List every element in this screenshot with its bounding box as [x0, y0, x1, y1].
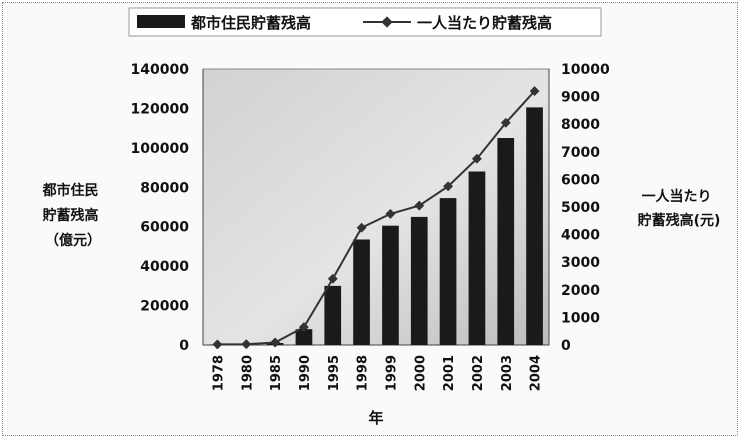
- bar-2003: [497, 138, 515, 345]
- x-tick-label: 1990: [298, 355, 313, 391]
- right-axis-label-line-1: 一人当たり: [642, 188, 712, 205]
- line-point-1985: [270, 337, 281, 348]
- right-axis-label: 一人当たり 貯蓄残高(元): [638, 188, 721, 229]
- bar-1998: [353, 239, 370, 345]
- right-tick-labels: 0 1000 2000 3000 4000 5000 6000 7000 8000 9000 100…: [561, 62, 610, 354]
- bar-series: [209, 107, 543, 346]
- left-axis-label-line-1: 都市住民: [42, 182, 99, 199]
- x-tick-label: 1995: [327, 355, 342, 391]
- left-tick-label: 120000: [131, 101, 190, 117]
- bar-1999: [382, 225, 399, 345]
- x-tick-label: 1980: [240, 355, 255, 391]
- line-series: [212, 86, 540, 350]
- right-tick-label: 3000: [561, 255, 600, 271]
- legend: 都市住民貯蓄残高 一人当たり貯蓄残高: [128, 7, 602, 37]
- per-capita-line: [217, 90, 536, 346]
- right-tick-label: 6000: [561, 172, 600, 188]
- x-tick-labels: 1978 1980 1985 1990 1995 1998 1999 2000 2001 2002…: [211, 355, 543, 391]
- left-tick-label: 40000: [140, 259, 189, 275]
- right-tick-label: 4000: [561, 228, 600, 244]
- line-point-1990: [298, 322, 309, 333]
- bar-2004: [526, 107, 543, 346]
- left-tick-labels: 0 20000 40000 60000 80000 100000 120000 140000: [131, 62, 190, 354]
- right-tick-label: 10000: [561, 62, 610, 78]
- x-tick-label: 1998: [356, 355, 371, 391]
- bar-1995: [324, 285, 342, 345]
- plot-area: [202, 68, 550, 346]
- line-point-1995: [327, 273, 338, 284]
- right-tick-label: 7000: [561, 145, 600, 161]
- x-tick-label: 1978: [211, 355, 226, 391]
- line-point-1999: [385, 208, 396, 219]
- line-point-2000: [414, 200, 425, 211]
- right-tick-label: 0: [561, 338, 571, 354]
- x-tick-label: 2001: [442, 355, 457, 391]
- right-tick-label: 5000: [561, 200, 600, 216]
- right-axis-label-line-2: 貯蓄残高(元): [638, 212, 721, 229]
- bar-2002: [468, 171, 486, 345]
- left-axis-label: 都市住民 貯蓄残高 （億元）: [42, 182, 104, 249]
- bar-2000: [410, 216, 428, 345]
- left-tick-label: 0: [179, 338, 189, 354]
- x-tick-label: 1985: [269, 355, 284, 391]
- right-tick-label: 2000: [561, 283, 600, 299]
- right-tick-label: 9000: [561, 90, 600, 106]
- x-tick-label: 1999: [384, 355, 399, 391]
- line-point-1998: [356, 222, 367, 233]
- x-tick-label: 2002: [471, 355, 486, 391]
- right-tick-label: 8000: [561, 117, 600, 133]
- left-tick-label: 100000: [131, 141, 190, 157]
- x-tick-label: 2004: [529, 355, 544, 391]
- legend-bar-swatch: [137, 15, 185, 28]
- line-point-2002: [471, 153, 482, 164]
- left-tick-label: 80000: [140, 180, 189, 196]
- line-point-2001: [443, 181, 454, 192]
- x-axis-label: 年: [368, 409, 383, 427]
- left-tick-label: 60000: [140, 220, 189, 236]
- bar-1990: [295, 329, 313, 345]
- left-tick-label: 140000: [131, 62, 190, 78]
- left-tick-label: 20000: [140, 299, 189, 315]
- x-tick-label: 2000: [413, 355, 428, 391]
- line-point-1978: [212, 339, 223, 350]
- chart-svg: 都市住民貯蓄残高 一人当たり貯蓄残高 020000400006000080000…: [42, 7, 721, 427]
- left-axis-label-line-3: （億元）: [45, 232, 101, 249]
- left-axis-label-line-2: 貯蓄残高: [43, 207, 99, 224]
- line-point-1980: [241, 339, 252, 350]
- line-point-2004: [529, 86, 540, 97]
- bar-2001: [439, 198, 457, 345]
- legend-bar-label: 都市住民貯蓄残高: [190, 14, 311, 32]
- right-tick-label: 1000: [561, 310, 600, 326]
- x-tick-label: 2003: [500, 355, 515, 391]
- legend-line-label: 一人当たり貯蓄残高: [417, 14, 552, 32]
